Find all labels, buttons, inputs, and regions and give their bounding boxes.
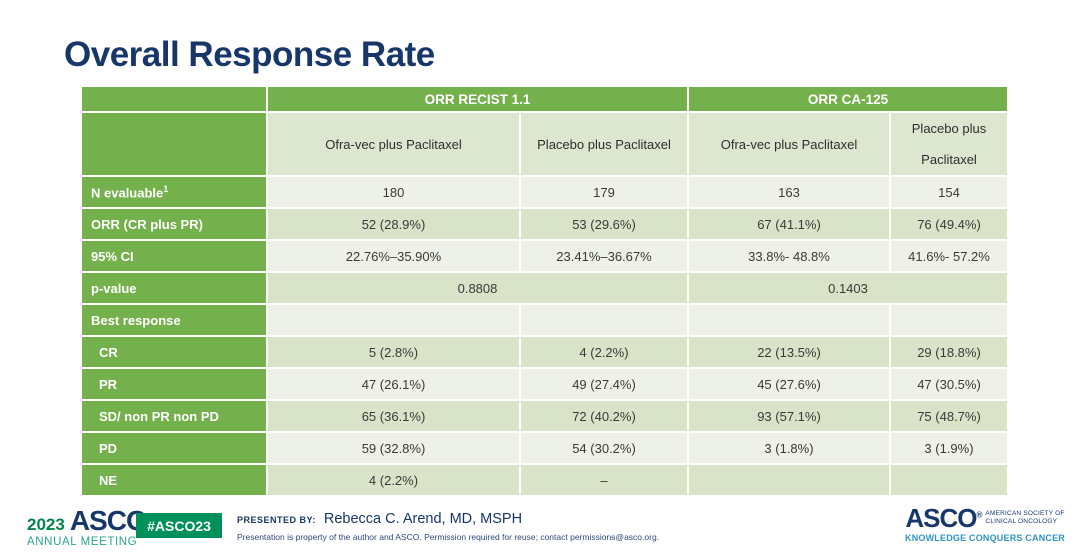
- table-cell: 180: [266, 175, 521, 210]
- row-label: CR: [80, 335, 268, 370]
- orr-results-table: ORR RECIST 1.1 ORR CA-125 Ofra-vec plus …: [80, 85, 1009, 498]
- table-cell: [687, 303, 891, 338]
- table-row-cr: CR 5 (2.8%) 4 (2.2%) 22 (13.5%) 29 (18.8…: [80, 335, 1009, 370]
- table-cell: 59 (32.8%): [266, 431, 521, 466]
- table-cell: 65 (36.1%): [266, 399, 521, 434]
- table-cell: 52 (28.9%): [266, 207, 521, 242]
- row-label: N evaluable1: [80, 175, 268, 210]
- footnote-marker: 1: [163, 184, 169, 195]
- table-cell: 29 (18.8%): [889, 335, 1009, 370]
- row-label: Best response: [80, 303, 268, 338]
- column-header: Placebo plus Paclitaxel: [889, 110, 1009, 178]
- presented-by-block: PRESENTED BY: Rebecca C. Arend, MD, MSPH…: [237, 511, 659, 542]
- table-row-pvalue: p-value 0.8808 0.1403: [80, 271, 1009, 306]
- table-cell: 4 (2.2%): [519, 335, 689, 370]
- presented-by-label: PRESENTED BY:: [237, 515, 316, 525]
- permission-disclaimer: Presentation is property of the author a…: [237, 532, 660, 542]
- column-header-row: Ofra-vec plus Paclitaxel Placebo plus Pa…: [80, 110, 1009, 178]
- page-title: Overall Response Rate: [64, 35, 435, 75]
- group-header-recist: ORR RECIST 1.1: [266, 85, 689, 113]
- table-cell-merged: 0.1403: [687, 271, 1009, 306]
- row-label-text: N evaluable: [91, 185, 164, 201]
- table-cell: 75 (48.7%): [889, 399, 1009, 434]
- corner-cell: [80, 110, 268, 178]
- row-label: PR: [80, 367, 268, 402]
- table-row-orr: ORR (CR plus PR) 52 (28.9%) 53 (29.6%) 6…: [80, 207, 1009, 242]
- table-cell: 4 (2.2%): [266, 463, 521, 498]
- table-cell: 3 (1.9%): [889, 431, 1009, 466]
- table-cell: 54 (30.2%): [519, 431, 689, 466]
- table-cell: 72 (40.2%): [519, 399, 689, 434]
- table-cell: 154: [889, 175, 1009, 210]
- registered-mark: ®: [976, 510, 983, 520]
- row-label: SD/ non PR non PD: [80, 399, 268, 434]
- hashtag-badge: #ASCO23: [136, 513, 222, 538]
- corner-cell: [80, 85, 268, 113]
- table-cell: 23.41%–36.67%: [519, 239, 689, 274]
- table-cell: 163: [687, 175, 891, 210]
- table-row-95ci: 95% CI 22.76%–35.90% 23.41%–36.67% 33.8%…: [80, 239, 1009, 274]
- row-label: ORR (CR plus PR): [80, 207, 268, 242]
- society-name-line1: AMERICAN SOCIETY OF: [985, 509, 1065, 517]
- column-header: Ofra-vec plus Paclitaxel: [266, 110, 521, 178]
- table-cell: 93 (57.1%): [687, 399, 891, 434]
- table-cell: 45 (27.6%): [687, 367, 891, 402]
- table-cell: [687, 463, 891, 498]
- table-row-ne: NE 4 (2.2%) –: [80, 463, 1009, 498]
- asco-wordmark: ASCO®: [905, 503, 983, 533]
- presented-by-row: PRESENTED BY: Rebecca C. Arend, MD, MSPH: [237, 511, 659, 527]
- asco-society-logo: ASCO® AMERICAN SOCIETY OF CLINICAL ONCOL…: [905, 505, 1065, 543]
- asco-logo-row: ASCO® AMERICAN SOCIETY OF CLINICAL ONCOL…: [905, 505, 1065, 531]
- table-cell: 33.8%- 48.8%: [687, 239, 891, 274]
- asco-annual-meeting-logo: 2023 ASCO® ANNUAL MEETING: [27, 505, 153, 549]
- table-cell: 76 (49.4%): [889, 207, 1009, 242]
- meeting-year: 2023: [27, 515, 65, 534]
- society-name-line2: CLINICAL ONCOLOGY: [985, 518, 1058, 525]
- table-cell: 53 (29.6%): [519, 207, 689, 242]
- table-cell: 22.76%–35.90%: [266, 239, 521, 274]
- table-row-sd: SD/ non PR non PD 65 (36.1%) 72 (40.2%) …: [80, 399, 1009, 434]
- table-cell: [889, 303, 1009, 338]
- society-name: AMERICAN SOCIETY OF CLINICAL ONCOLOGY: [985, 510, 1064, 527]
- table-cell: 49 (27.4%): [519, 367, 689, 402]
- table-row-pr: PR 47 (26.1%) 49 (27.4%) 45 (27.6%) 47 (…: [80, 367, 1009, 402]
- table-row-best-response: Best response: [80, 303, 1009, 338]
- table-cell: 41.6%- 57.2%: [889, 239, 1009, 274]
- table-cell: 3 (1.8%): [687, 431, 891, 466]
- table-cell: 47 (26.1%): [266, 367, 521, 402]
- table-row-n-evaluable: N evaluable1 180 179 163 154: [80, 175, 1009, 210]
- row-label: PD: [80, 431, 268, 466]
- asco-wordmark-text: ASCO: [905, 503, 977, 533]
- table-cell: 179: [519, 175, 689, 210]
- row-label: p-value: [80, 271, 268, 306]
- asco-tagline: KNOWLEDGE CONQUERS CANCER: [905, 533, 1066, 543]
- annual-meeting-label: ANNUAL MEETING: [27, 536, 138, 548]
- row-label: NE: [80, 463, 268, 498]
- table-cell-merged: 0.8808: [266, 271, 689, 306]
- table-cell: 5 (2.8%): [266, 335, 521, 370]
- table-cell: [889, 463, 1009, 498]
- table-row-pd: PD 59 (32.8%) 54 (30.2%) 3 (1.8%) 3 (1.9…: [80, 431, 1009, 466]
- column-header: Ofra-vec plus Paclitaxel: [687, 110, 891, 178]
- table-cell: 47 (30.5%): [889, 367, 1009, 402]
- column-header: Placebo plus Paclitaxel: [519, 110, 689, 178]
- table-cell: 22 (13.5%): [687, 335, 891, 370]
- asco-wordmark-text: ASCO: [69, 505, 148, 536]
- row-label: 95% CI: [80, 239, 268, 274]
- table-cell: 67 (41.1%): [687, 207, 891, 242]
- presenter-name: Rebecca C. Arend, MD, MSPH: [323, 511, 523, 527]
- group-header-row: ORR RECIST 1.1 ORR CA-125: [80, 85, 1009, 113]
- table-cell: –: [519, 463, 689, 498]
- table-cell: [519, 303, 689, 338]
- logo-top-row: 2023 ASCO®: [27, 505, 153, 536]
- group-header-ca125: ORR CA-125: [687, 85, 1009, 113]
- table-cell: [266, 303, 521, 338]
